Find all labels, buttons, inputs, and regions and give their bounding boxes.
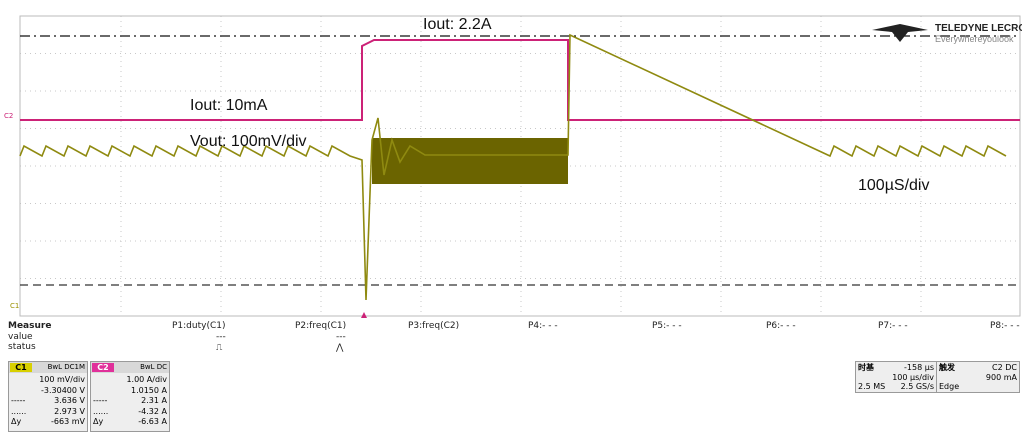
measure-param: P8:- - - [990,321,1020,331]
annotation: Iout: 10mA [190,97,268,114]
channel-value: 1.00 A/div [126,375,167,384]
grid-frame [19,15,1021,317]
measure-param: P6:- - - [766,321,796,331]
channel-tag: C2 [92,363,114,372]
measure-param: P4:- - - [528,321,558,331]
measure-row-label: value [8,332,33,342]
trigger-mode: Edge [939,382,960,391]
trigger-label: 触发 [939,363,955,372]
cursor-label: Δy [93,417,104,426]
cursor-label: ...... [93,406,109,416]
measure-status: ⋀ [336,343,344,353]
channel-value: 1.0150 A [130,385,167,395]
channel-tag: C1 [10,363,32,372]
measure-value: --- [336,332,346,342]
trigger-marker [361,312,367,318]
channel-coupling: BwL DC [140,363,167,371]
channel-value: -663 mV [51,417,85,426]
channel-value: 2.973 V [54,406,85,416]
timebase-delay: -158 µs [904,363,934,372]
annotation: Iout: 2.2A [423,16,492,33]
channel-coupling: BwL DC1M [47,363,85,371]
measure-status: ⎍ [216,343,223,353]
cursor-label: ...... [11,406,27,416]
channel-value: -4.32 A [138,406,167,416]
cursor-label: ----- [93,396,108,405]
annotation: Vout: 100mV/div [190,133,307,150]
measure-param: P7:- - - [878,321,908,331]
c1-marker: C1 [10,302,19,310]
c1-trace [19,33,1007,301]
timebase-label: 时基 [858,363,874,372]
channel-header: C2 BwL DC [91,362,169,373]
channel-header: C1 BwL DC1M [9,362,87,373]
cursor-label: Δy [11,417,22,426]
annotation: 100µS/div [858,177,929,194]
timebase-rate: 2.5 GS/s [900,382,934,391]
channel-value: 2.31 A [141,396,167,405]
channel-value: 3.636 V [54,396,85,405]
channel-value: -3.30400 V [41,385,85,395]
cursor-label: ----- [11,396,26,405]
channel-box: C2 BwL DC 1.00 A/div 1.0150 A 2.31 A -4.32 A-… [90,361,170,432]
channel-value: 100 mV/div [39,375,85,384]
c2-marker: C2 [4,112,13,120]
measure-param: P5:- - - [652,321,682,331]
trigger-level: 900 mA [985,373,1017,382]
c2-trace [20,39,1020,121]
trigger-source: C2 DC [992,363,1017,372]
measure-param: P2:freq(C1) [295,321,347,331]
c1-ripple-band [372,138,568,184]
channel-value: -6.63 A [138,417,167,426]
channel-box: C1 BwL DC1M 100 mV/div -3.30400 V 3.636 V 2.9… [8,361,88,432]
logo-icon [872,24,928,42]
timebase-div: 100 µs/div [892,373,934,382]
measure-row-label: status [8,342,36,352]
logo-brand: TELEDYNE LECROY [935,23,1022,34]
measure-param: P1:duty(C1) [172,321,226,331]
timebase-samples: 2.5 MS [858,382,886,391]
timebase-box: 时基 -158 µs 100 µs/div 2.5 MS 2.5 GS/s [855,361,937,393]
logo-tagline: Everywhereyoulook [935,34,1014,44]
measure-param: P3:freq(C2) [408,321,460,331]
waveform-display: C2 C1 Iout: 2.2A Iout: 10mA Vout: 100mV/… [4,15,1022,318]
measure-label: Measure [8,321,52,331]
trigger-box: 触发 C2 DC 900 mA Edge [936,361,1020,393]
measure-value: --- [216,332,226,342]
